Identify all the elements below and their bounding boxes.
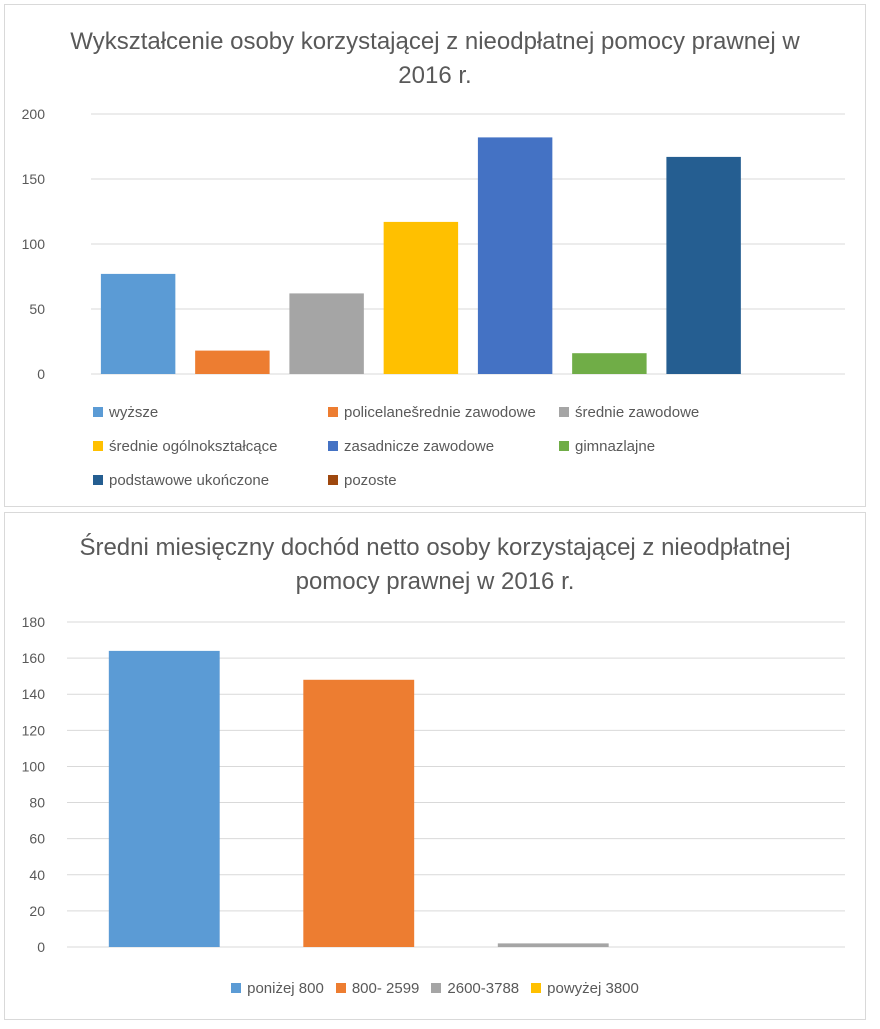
- legend-item: poniżej 800: [231, 979, 324, 999]
- legend-swatch: [335, 983, 346, 993]
- legend-label: powyżej 3800: [547, 980, 639, 997]
- y-tick-label: 120: [22, 722, 46, 738]
- y-tick-label: 180: [22, 614, 46, 630]
- y-tick-label: 150: [22, 171, 46, 187]
- legend-item: średnie ogólnokształcące: [93, 437, 277, 457]
- bar-1: [100, 273, 176, 374]
- bar-3: [289, 293, 364, 374]
- income-chart-title: Średni miesięczny dochód netto osoby kor…: [79, 534, 791, 595]
- bar-6: [572, 353, 647, 374]
- legend-label: średnie zawodowe: [575, 404, 700, 421]
- legend-swatch: [431, 983, 442, 993]
- legend-item: pozoste: [328, 471, 397, 491]
- bar-1: [108, 650, 220, 947]
- y-tick-label: 50: [29, 301, 45, 317]
- y-tick-label: 40: [29, 867, 45, 883]
- y-tick-label: 20: [29, 903, 45, 919]
- legend-swatch: [559, 441, 569, 451]
- legend-swatch: [559, 407, 569, 417]
- bar-4: [383, 221, 459, 374]
- bar-2: [303, 679, 415, 947]
- legend-label: 2600-3788: [447, 980, 520, 997]
- legend-swatch: [328, 441, 338, 451]
- income-chart-panel: Średni miesięczny dochód netto osoby kor…: [4, 512, 866, 1020]
- legend-label: podstawowe ukończone: [109, 472, 270, 489]
- legend-swatch: [93, 407, 103, 417]
- y-tick-label: 140: [22, 686, 46, 702]
- legend-item: średnie zawodowe: [559, 403, 699, 423]
- legend-swatch: [93, 441, 103, 451]
- legend-label: pozoste: [344, 472, 397, 489]
- y-tick-label: 100: [22, 758, 46, 774]
- legend-item: zasadnicze zawodowe: [328, 437, 494, 457]
- bar-5: [477, 137, 553, 374]
- y-tick-label: 100: [22, 236, 46, 252]
- y-tick-label: 160: [22, 650, 46, 666]
- legend-item: podstawowe ukończone: [93, 471, 269, 491]
- education-chart-panel: Wykształcenie osoby korzystającej z nieo…: [4, 4, 866, 507]
- legend-label: gimnazlajne: [575, 438, 656, 455]
- legend-item: wyższe: [93, 403, 158, 423]
- legend-item: 800- 2599: [335, 979, 420, 999]
- income-chart-legend: poniżej 800 800- 2599 2600-3788 powyżej 380…: [5, 979, 865, 999]
- legend-swatch: [531, 983, 542, 993]
- bar-7: [666, 156, 741, 374]
- y-tick-label: 200: [22, 106, 46, 122]
- education-chart-title: Wykształcenie osoby korzystającej z nieo…: [70, 28, 800, 89]
- bar-3: [497, 943, 609, 947]
- bar-2: [195, 350, 270, 374]
- legend-item: policelanešrednie zawodowe: [328, 403, 536, 423]
- legend-label: średnie ogólnokształcące: [109, 438, 278, 455]
- legend-label: poniżej 800: [247, 980, 324, 997]
- legend-swatch: [328, 475, 338, 485]
- legend-label: policelanešrednie zawodowe: [344, 404, 536, 421]
- y-tick-label: 0: [37, 366, 45, 382]
- education-chart-plot: 0 50 100 150 200: [22, 106, 845, 382]
- income-chart-plot: 0 20 40 60 80 100 120 140 160 180: [22, 614, 845, 955]
- y-tick-label: 0: [37, 939, 45, 955]
- y-tick-label: 60: [29, 831, 45, 847]
- y-tick-label: 80: [29, 795, 45, 811]
- legend-item: powyżej 3800: [531, 979, 639, 999]
- legend-item: gimnazlajne: [559, 437, 655, 457]
- legend-swatch: [93, 475, 103, 485]
- legend-swatch: [328, 407, 338, 417]
- legend-item: 2600-3788: [431, 979, 519, 999]
- legend-swatch: [231, 983, 242, 993]
- legend-label: 800- 2599: [351, 980, 420, 997]
- legend-label: wyższe: [109, 404, 159, 421]
- legend-label: zasadnicze zawodowe: [344, 438, 495, 455]
